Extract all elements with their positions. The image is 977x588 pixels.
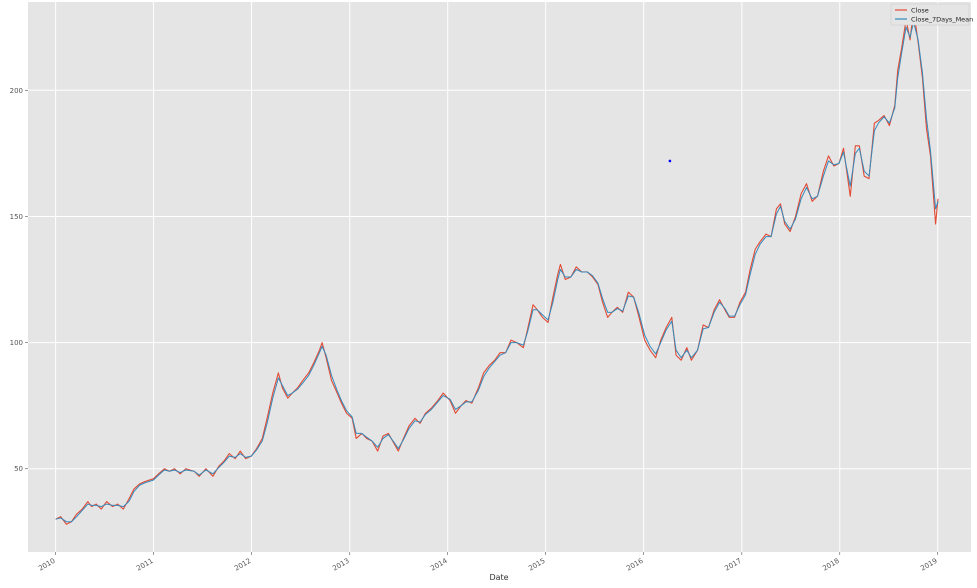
y-tick-label: 50: [14, 465, 23, 473]
anomaly-layer: [668, 159, 672, 163]
plot-area: [28, 2, 971, 552]
y-tick-label: 150: [10, 213, 23, 221]
y-axis: 50 100 150 200: [10, 87, 28, 473]
y-tick-label: 200: [10, 87, 23, 95]
legend-label-close: Close: [911, 7, 929, 15]
series-layer: [55, 9, 939, 525]
y-tick-label: 100: [10, 339, 23, 347]
x-axis-label: Date: [489, 573, 508, 582]
legend-label-close-7days-mean: Close_7Days_Mean: [911, 16, 973, 24]
series-line-close-7days-mean: [55, 21, 939, 523]
anomaly-point: [668, 159, 672, 163]
series-line-close: [55, 9, 939, 525]
legend: Close Close_7Days_Mean: [890, 3, 973, 26]
legend-box: [890, 3, 970, 26]
grid-lines: [28, 2, 971, 552]
